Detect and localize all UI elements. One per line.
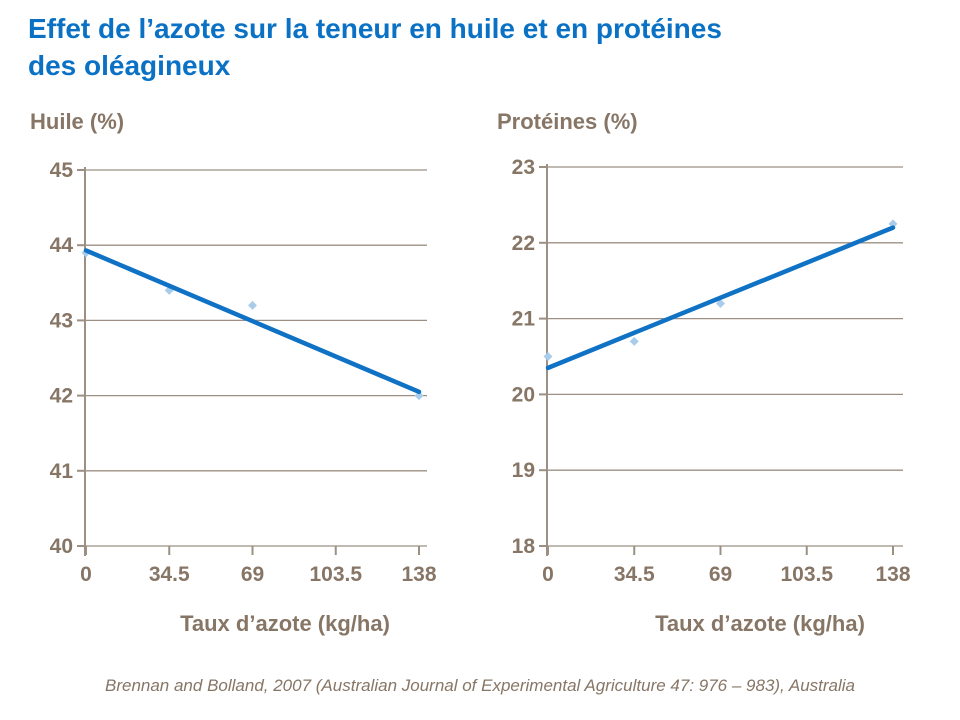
x-tick-label: 69: [241, 563, 264, 586]
y-tick-label: 20: [512, 383, 535, 406]
data-point-marker: [81, 248, 91, 258]
x-tick-label: 69: [709, 563, 732, 586]
trend-line: [83, 248, 422, 395]
protein-chart-x-axis-label: Taux d’azote (kg/ha): [655, 611, 865, 636]
oil-chart-title: Huile (%): [30, 109, 125, 134]
y-tick-label: 19: [512, 459, 535, 482]
y-tick-label: 21: [512, 308, 536, 331]
x-tick-label: 138: [401, 563, 436, 586]
y-tick-label: 22: [512, 232, 535, 255]
y-tick-label: 44: [50, 234, 74, 257]
x-tick-label: 0: [542, 563, 554, 586]
oil-chart-x-axis-label: Taux d’azote (kg/ha): [180, 611, 390, 636]
data-point-marker: [248, 300, 257, 310]
data-point-marker: [543, 352, 553, 361]
data-point-marker: [716, 298, 725, 308]
x-tick-label: 138: [875, 563, 910, 586]
y-tick-label: 45: [50, 159, 74, 182]
trend-line: [545, 225, 896, 371]
y-tick-label: 18: [512, 535, 536, 558]
data-point-marker: [164, 285, 174, 295]
slide-title: Effet de l’azote sur la teneur en huile …: [28, 10, 722, 84]
y-tick-label: 41: [50, 460, 74, 483]
x-tick-label: 103.5: [309, 563, 362, 586]
data-point-marker: [629, 336, 639, 346]
y-tick-label: 23: [512, 156, 535, 179]
protein-chart-title: Protéines (%): [497, 109, 638, 134]
x-tick-label: 0: [80, 563, 92, 586]
slide-title-line-1: Effet de l’azote sur la teneur en huile …: [28, 13, 722, 44]
data-point-marker: [888, 219, 898, 229]
x-tick-label: 103.5: [780, 563, 833, 586]
data-point-marker: [414, 391, 424, 401]
x-tick-label: 34.5: [614, 563, 655, 586]
y-tick-label: 42: [50, 385, 73, 408]
x-tick-label: 34.5: [149, 563, 190, 586]
y-tick-label: 43: [50, 309, 73, 332]
y-tick-label: 40: [50, 535, 73, 558]
slide-title-line-2: des oléagineux: [28, 50, 231, 81]
source-citation: Brennan and Bolland, 2007 (Australian Jo…: [104, 676, 856, 695]
